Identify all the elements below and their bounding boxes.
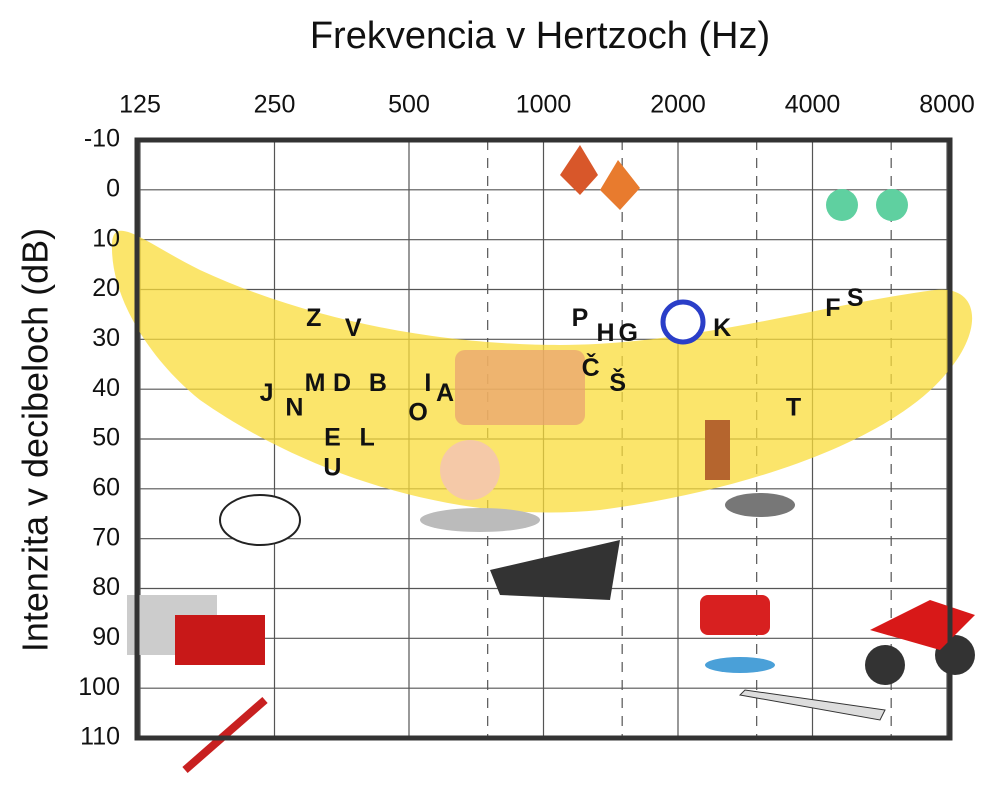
y-tick-label: 0 <box>106 174 120 202</box>
phoneme-label: I <box>424 369 431 397</box>
x-tick-label: 250 <box>254 91 296 119</box>
y-tick-label: -10 <box>84 125 120 153</box>
y-tick-label: 70 <box>92 523 120 551</box>
y-tick-label: 100 <box>78 673 120 701</box>
y-tick-label: 60 <box>92 473 120 501</box>
phoneme-label: B <box>369 369 387 397</box>
phoneme-label: L <box>360 424 375 452</box>
phoneme-label: V <box>345 314 362 342</box>
phoneme-label: M <box>305 369 326 397</box>
y-tick-label: 110 <box>80 723 120 751</box>
phoneme-label: G <box>618 319 637 347</box>
phoneme-label: H <box>597 319 615 347</box>
phoneme-label: O <box>408 399 427 427</box>
y-tick-label: 30 <box>92 324 120 352</box>
x-tick-label: 2000 <box>650 91 706 119</box>
x-tick-label: 1000 <box>516 91 572 119</box>
people-icon <box>455 350 585 425</box>
phoneme-label: S <box>847 284 864 312</box>
y-tick-label: 90 <box>92 623 120 651</box>
x-tick-label: 125 <box>119 91 161 119</box>
phoneme-label: A <box>436 379 454 407</box>
drill-icon <box>185 700 265 770</box>
y-tick-label: 10 <box>92 224 120 252</box>
chart-title: Frekvencia v Hertzoch (Hz) <box>310 15 770 57</box>
y-axis-label: Intenzita v decibeloch (dB) <box>15 228 56 652</box>
phoneme-label: Č <box>582 352 600 382</box>
phoneme-label: K <box>713 314 731 342</box>
birds-icon <box>826 189 908 221</box>
phoneme-label: T <box>786 394 801 422</box>
phoneme-label: Z <box>306 304 321 332</box>
phoneme-label: E <box>324 424 341 452</box>
motorcycle-icon <box>865 600 975 685</box>
phoneme-label: N <box>285 394 303 422</box>
phoneme-label: Š <box>609 367 626 397</box>
leaves-icon <box>560 145 640 210</box>
phoneme-label: D <box>333 369 351 397</box>
phoneme-label: P <box>572 304 589 332</box>
phone-icon <box>700 595 775 673</box>
piano-icon <box>490 540 620 600</box>
phoneme-label: F <box>825 294 840 322</box>
y-tick-label: 50 <box>92 424 120 452</box>
y-tick-label: 40 <box>92 374 120 402</box>
chart: Frekvencia v Hertzoch (Hz) Intenzita v d… <box>0 0 991 787</box>
x-tick-label: 4000 <box>785 91 841 119</box>
dog-icon <box>220 495 300 545</box>
x-tick-label: 8000 <box>919 91 975 119</box>
y-tick-label: 20 <box>92 274 120 302</box>
truck-icon <box>127 595 265 665</box>
x-tick-label: 500 <box>388 91 430 119</box>
phoneme-label: U <box>323 454 341 482</box>
y-tick-label: 80 <box>92 573 120 601</box>
phoneme-label: J <box>260 379 274 407</box>
clock-icon <box>663 302 703 342</box>
